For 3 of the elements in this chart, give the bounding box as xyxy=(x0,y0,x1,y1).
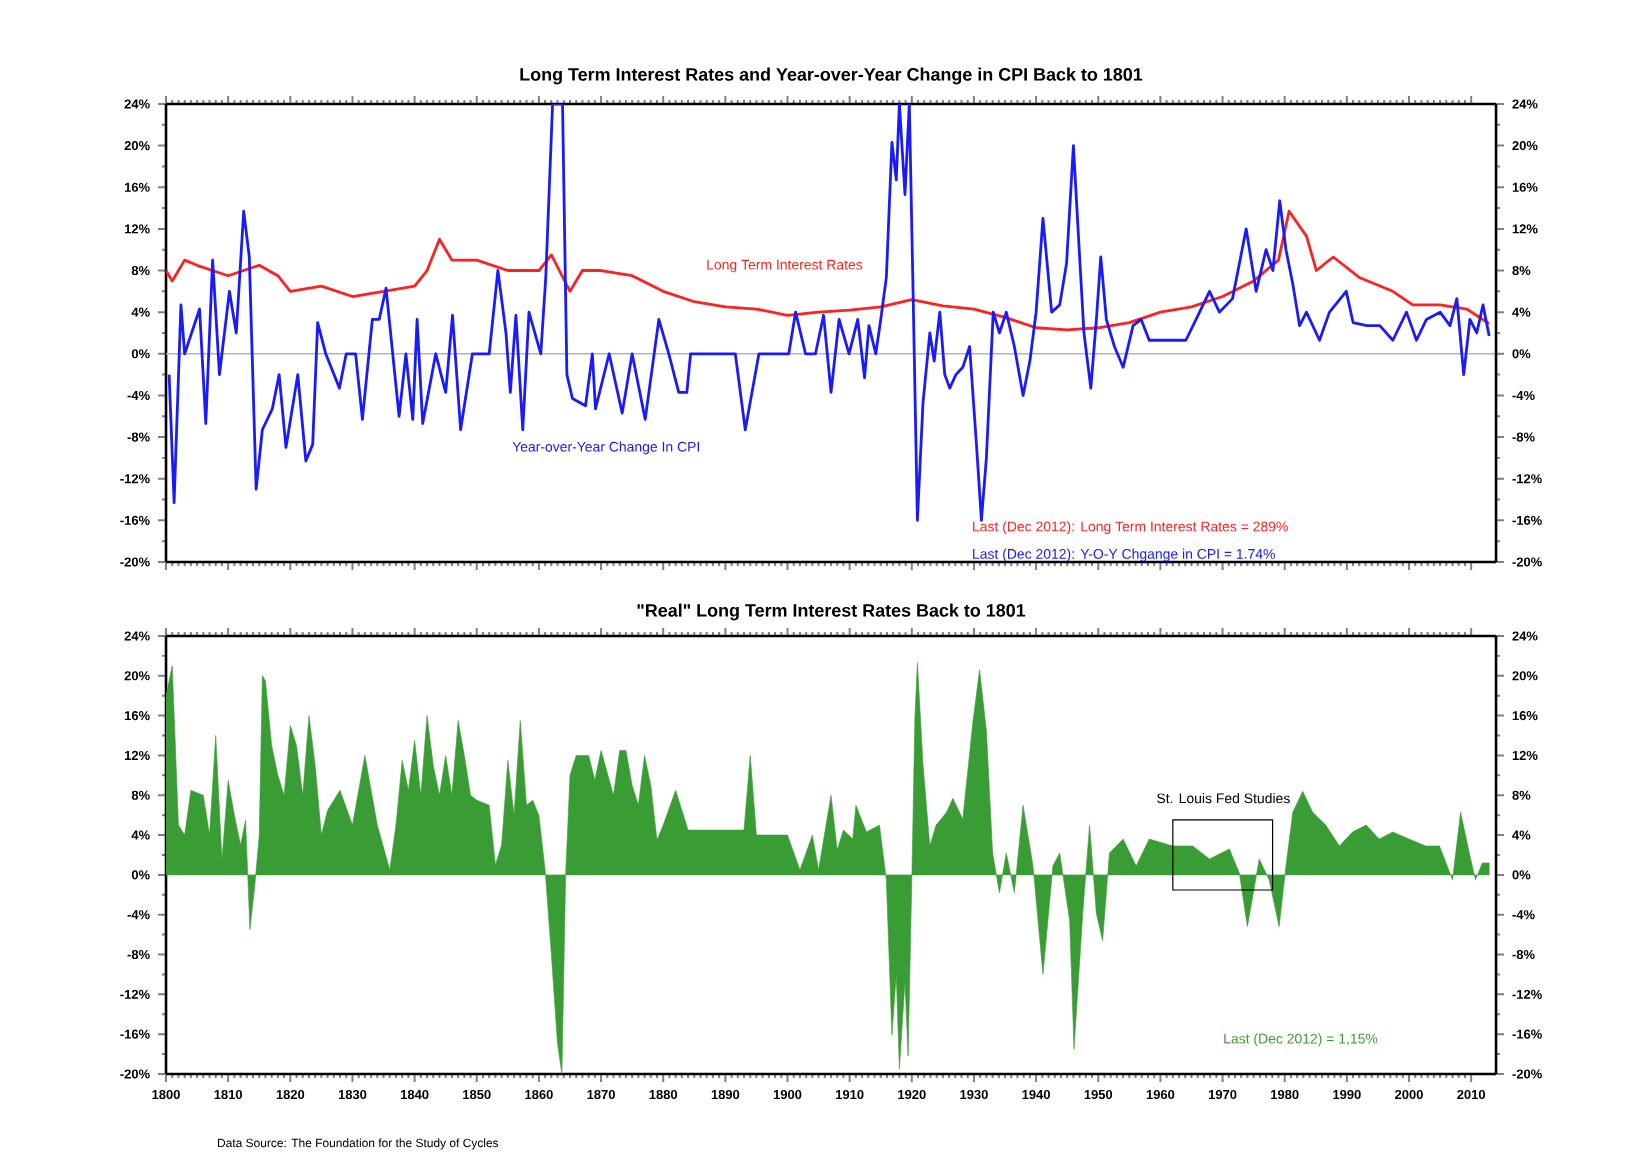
chart-title: "Real" Long Term Interest Rates Back to 1801 xyxy=(637,603,1026,621)
line-series xyxy=(166,209,1491,332)
chart-title: Long Term Interest Rates and Year-over-Year Change in CPI Back to 1801 xyxy=(520,67,1143,85)
